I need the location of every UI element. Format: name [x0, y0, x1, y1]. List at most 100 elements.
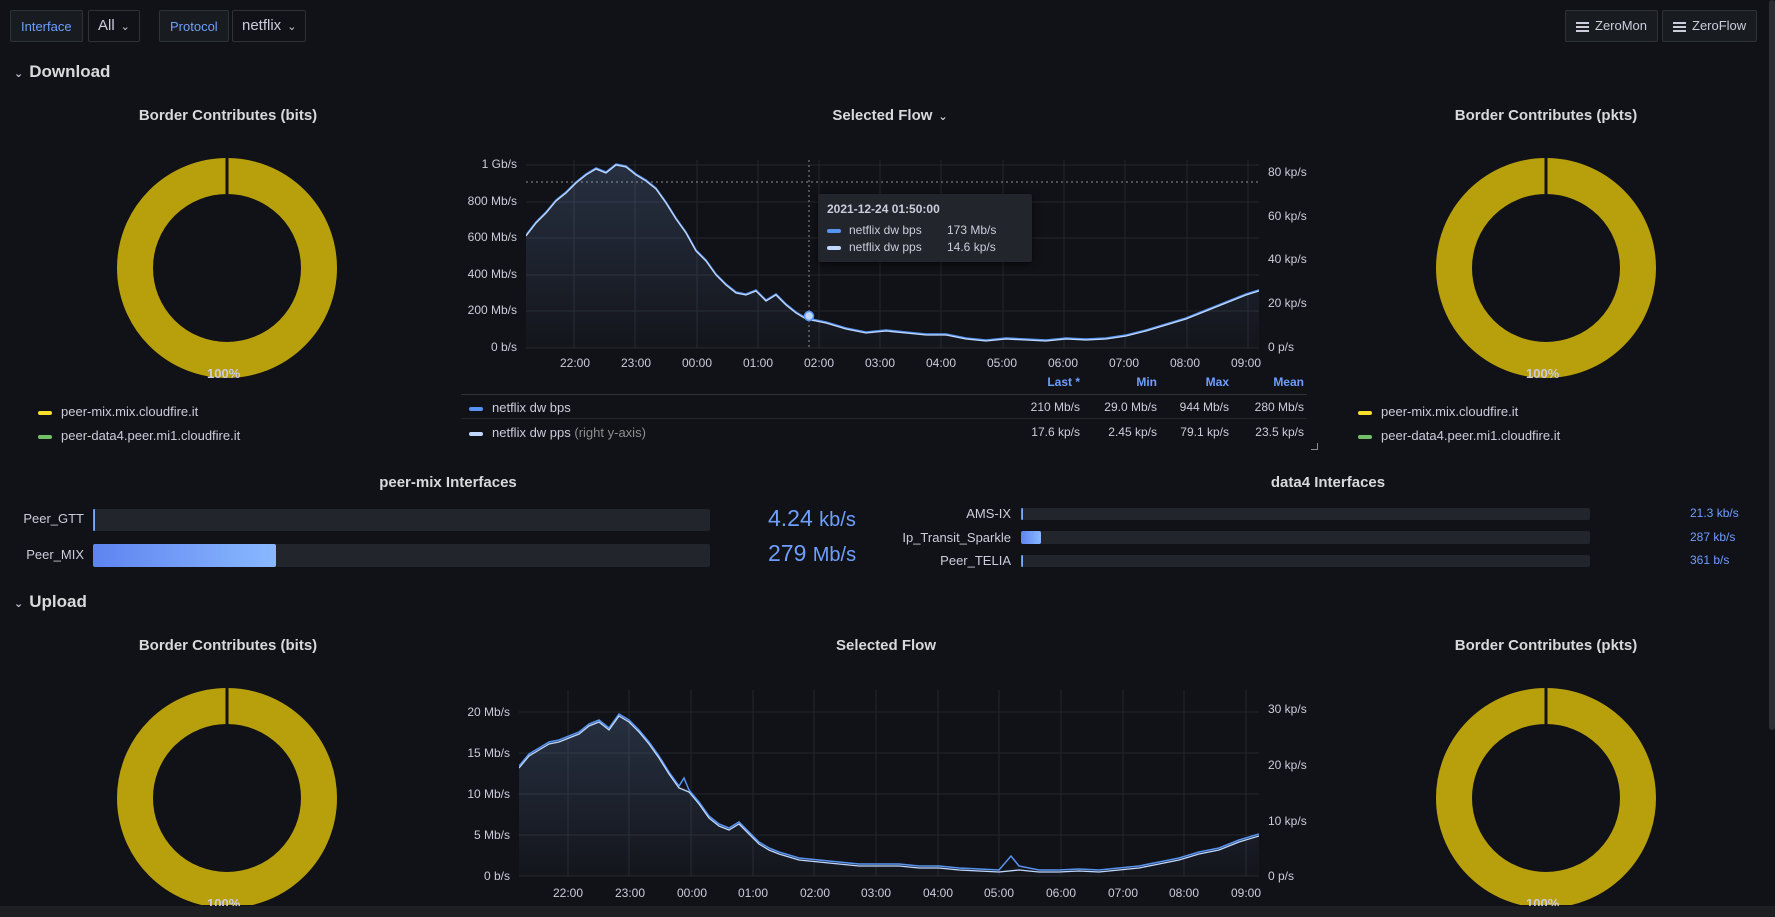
- legend-table-row[interactable]: netflix dw bps: [469, 400, 571, 415]
- legend-label: peer-data4.peer.mi1.cloudfire.it: [61, 428, 241, 443]
- y-tick-left: 10 Mb/s: [467, 787, 510, 801]
- bar-value-number: 4.24: [768, 505, 813, 531]
- y-tick-right: 20 kp/s: [1268, 296, 1307, 310]
- interface-variable-select[interactable]: All ⌄: [88, 10, 140, 42]
- legend-item[interactable]: peer-mix.mix.cloudfire.it: [38, 404, 198, 419]
- protocol-variable-value: netflix: [242, 17, 282, 34]
- zeroflow-link-button[interactable]: ZeroFlow: [1662, 10, 1758, 42]
- legend-table-header-min[interactable]: Min: [1136, 375, 1157, 389]
- bar-value-number: 279: [768, 540, 807, 566]
- bar-label: Peer_TELIA: [940, 553, 1011, 568]
- series-line-bps: [519, 713, 1259, 871]
- legend-value-min: 2.45 kp/s: [1108, 425, 1157, 439]
- y-tick-left: 20 Mb/s: [467, 705, 510, 719]
- y-tick-right: 40 kp/s: [1268, 252, 1307, 266]
- pie-slice[interactable]: [117, 688, 337, 905]
- series-line-pps: [526, 164, 1259, 342]
- zeromon-link-label: ZeroMon: [1595, 18, 1648, 33]
- series-area-bps: [526, 164, 1259, 348]
- pie-slice[interactable]: [1436, 688, 1656, 905]
- bar-label: Peer_MIX: [26, 547, 84, 562]
- x-tick: 06:00: [1047, 356, 1079, 370]
- tooltip-series-name: netflix dw bps: [849, 223, 922, 237]
- upload-row-header[interactable]: ⌄ Upload: [14, 592, 87, 612]
- bar-value-unit: kb/s: [819, 509, 856, 531]
- series-area-bps: [519, 714, 1259, 876]
- y-tick-left: 15 Mb/s: [467, 746, 510, 760]
- x-tick: 23:00: [614, 886, 646, 900]
- bar-track[interactable]: [1021, 531, 1590, 544]
- page-scrollbar[interactable]: [1769, 0, 1775, 730]
- download-pie-pkts-title: Border Contributes (pkts): [1454, 107, 1638, 124]
- y-tick-right: 0 p/s: [1268, 869, 1295, 883]
- x-tick: 01:00: [742, 356, 774, 370]
- resize-handle[interactable]: [1311, 443, 1318, 450]
- bar-track[interactable]: [1021, 508, 1590, 520]
- bar-fill-peer-telia: [1021, 555, 1023, 567]
- y-tick-left: 800 Mb/s: [467, 194, 517, 208]
- download-flow-title-text: Selected Flow: [832, 107, 933, 124]
- y-tick-right: 0 p/s: [1268, 340, 1295, 354]
- x-tick: 08:00: [1168, 886, 1200, 900]
- chevron-down-icon: ⌄: [938, 111, 948, 123]
- download-row-header[interactable]: ⌄ Download: [14, 62, 110, 82]
- bar-track[interactable]: [93, 509, 710, 531]
- upload-flow-graph[interactable]: [519, 690, 1259, 880]
- legend-value-mean: 280 Mb/s: [1254, 400, 1304, 414]
- x-tick: 22:00: [552, 886, 584, 900]
- chevron-down-icon: ⌄: [120, 21, 130, 33]
- legend-value-last: 17.6 kp/s: [1031, 425, 1080, 439]
- legend-table-row[interactable]: netflix dw pps (right y-axis): [469, 425, 646, 440]
- legend-table-header-mean[interactable]: Mean: [1273, 375, 1304, 389]
- bar-value: 279 Mb/s: [768, 540, 856, 567]
- y-tick-right: 20 kp/s: [1268, 758, 1307, 772]
- protocol-variable-label: Protocol: [159, 10, 229, 42]
- chevron-down-icon: ⌄: [14, 598, 24, 610]
- bar-value: 361 b/s: [1690, 553, 1730, 567]
- zeroflow-link-label: ZeroFlow: [1692, 18, 1747, 33]
- bar-track[interactable]: [1021, 555, 1590, 567]
- download-pie-pkts-chart[interactable]: [1431, 153, 1661, 383]
- legend-item[interactable]: peer-data4.peer.mi1.cloudfire.it: [1358, 428, 1560, 443]
- interface-variable-value: All: [98, 17, 115, 34]
- bar-fill-peer-gtt: [93, 509, 95, 531]
- legend-table-header-max[interactable]: Max: [1205, 375, 1229, 389]
- bar-fill-ams-ix: [1021, 508, 1023, 520]
- divider: [461, 394, 1307, 395]
- x-tick: 00:00: [676, 886, 708, 900]
- y-tick-left: 1 Gb/s: [481, 157, 517, 171]
- tooltip-row: netflix dw pps 14.6 kp/s: [827, 240, 1023, 254]
- legend-swatch-yellow: [1358, 410, 1372, 415]
- bar-value-unit: Mb/s: [812, 544, 857, 566]
- x-tick: 04:00: [922, 886, 954, 900]
- legend-table-header-last[interactable]: Last *: [1047, 375, 1080, 389]
- x-tick: 07:00: [1107, 886, 1139, 900]
- pie-slice[interactable]: [1436, 158, 1656, 378]
- interface-variable-label: Interface: [10, 10, 83, 42]
- y-tick-left: 0 b/s: [483, 869, 510, 883]
- legend-value-max: 944 Mb/s: [1179, 400, 1229, 414]
- x-tick: 02:00: [799, 886, 831, 900]
- legend-series-suffix: (right y-axis): [574, 425, 646, 440]
- y-tick-left: 400 Mb/s: [467, 267, 517, 281]
- x-tick: 02:00: [803, 356, 835, 370]
- zeromon-link-button[interactable]: ZeroMon: [1565, 10, 1659, 42]
- download-flow-title[interactable]: Selected Flow ⌄: [780, 107, 1000, 124]
- upload-pie-pkts-chart[interactable]: [1431, 683, 1661, 905]
- y-tick-right: 60 kp/s: [1268, 209, 1307, 223]
- hamburger-icon: [1673, 20, 1686, 34]
- x-tick: 05:00: [986, 356, 1018, 370]
- upload-pie-bits-chart[interactable]: [112, 683, 342, 905]
- upload-pie-pkts-title: Border Contributes (pkts): [1454, 637, 1638, 654]
- legend-item[interactable]: peer-mix.mix.cloudfire.it: [1358, 404, 1518, 419]
- tooltip-series-value: 14.6 kp/s: [947, 240, 996, 254]
- upload-flow-title: Selected Flow: [835, 637, 937, 654]
- y-tick-right: 10 kp/s: [1268, 814, 1307, 828]
- download-pie-bits-chart[interactable]: [112, 153, 342, 383]
- legend-swatch-green: [1358, 434, 1372, 439]
- legend-item[interactable]: peer-data4.peer.mi1.cloudfire.it: [38, 428, 240, 443]
- bar-value: 21.3 kb/s: [1690, 506, 1739, 520]
- pie-slice[interactable]: [117, 158, 337, 378]
- protocol-variable-select[interactable]: netflix ⌄: [232, 10, 307, 42]
- legend-swatch-green: [38, 434, 52, 439]
